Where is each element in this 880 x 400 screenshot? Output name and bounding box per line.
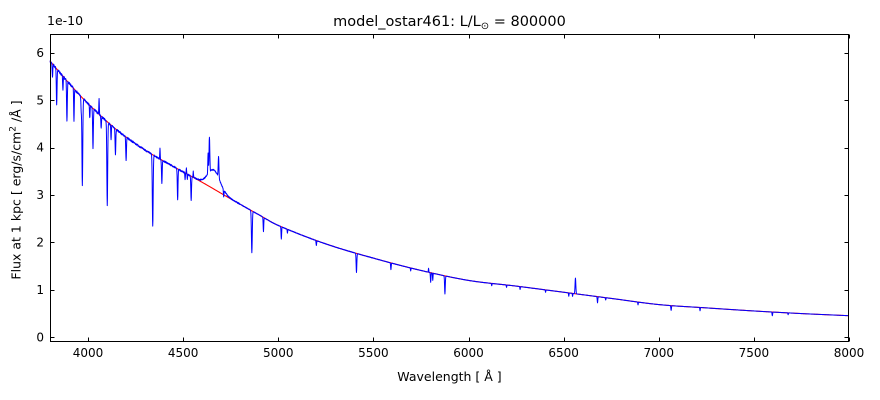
x-tick-label: 7000 (643, 346, 674, 360)
y-axis-offset-label: 1e-10 (47, 13, 84, 28)
x-axis-label: Wavelength [ Å ] (397, 369, 502, 384)
plot-frame (50, 34, 849, 342)
x-tick-label: 5000 (263, 346, 294, 360)
chart-title-value: = 800000 (489, 14, 566, 30)
chart-title: model_ostar461: L/L⊙ = 800000 (50, 14, 849, 32)
chart-title-text: model_ostar461: L/L (333, 14, 481, 30)
y-tick-label: 3 (36, 188, 44, 202)
x-tick-label: 5500 (358, 346, 389, 360)
x-tick-label: 6500 (548, 346, 579, 360)
series-continuum-fit (49, 60, 850, 317)
y-axis-label-text: Flux at 1 kpc [ erg/s/cm (8, 131, 24, 280)
y-tick-label: 4 (36, 141, 44, 155)
y-tick-label: 0 (36, 330, 44, 344)
x-tick-label: 6000 (453, 346, 484, 360)
x-tick-label: 8000 (834, 346, 865, 360)
y-axis-label-exponent: 2 (8, 126, 19, 132)
x-tick-label: 4000 (73, 346, 104, 360)
x-tick-label: 4500 (168, 346, 199, 360)
y-tick-label: 5 (36, 93, 44, 107)
series-model-spectrum (49, 59, 850, 317)
y-tick-label: 1 (36, 283, 44, 297)
x-tick-label: 7500 (739, 346, 770, 360)
sun-symbol: ⊙ (480, 21, 490, 32)
y-tick-label: 2 (36, 235, 44, 249)
y-axis-label-units: /Å ] (8, 100, 24, 127)
y-tick-label: 6 (36, 46, 44, 60)
